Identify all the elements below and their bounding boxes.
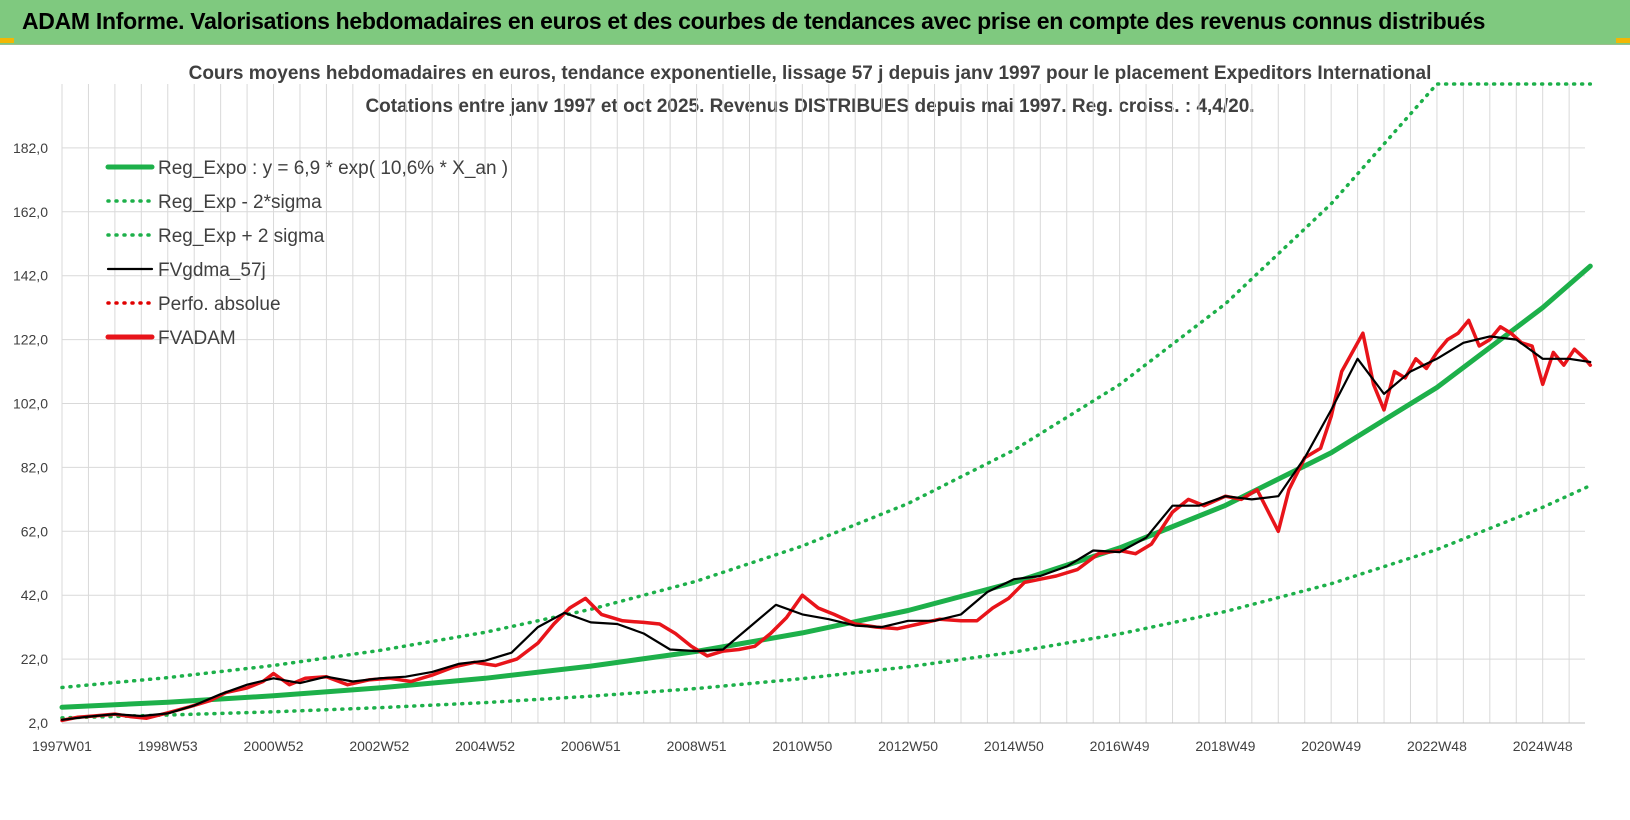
legend-label: FVgdma_57j	[158, 260, 266, 281]
x-tick-label: 1997W01	[32, 738, 92, 754]
chart-grid	[61, 84, 1585, 724]
series-line-reg-exp-2-sigma	[60, 82, 1593, 690]
x-tick-label: 2024W48	[1513, 738, 1573, 754]
legend-label: Reg_Exp + 2 sigma	[158, 226, 325, 247]
series-line-reg-expo-y-6-9-exp-10-6-x-an	[59, 263, 1593, 710]
legend-label: Reg_Exp - 2*sigma	[158, 192, 322, 213]
chart-area: Cours moyens hebdomadaires en euros, ten…	[0, 44, 1630, 815]
legend: Reg_Expo : y = 6,9 * exp( 10,6% * X_an )…	[105, 158, 508, 349]
corner-accent-right	[1616, 38, 1630, 43]
x-tick-label: 2010W50	[772, 738, 832, 754]
x-tick-label: 2018W49	[1195, 738, 1255, 754]
y-tick-label: 22,0	[21, 651, 48, 667]
series-line-reg-exp-2-sigma	[60, 483, 1593, 720]
x-tick-label: 2022W48	[1407, 738, 1467, 754]
series-line-fvadam	[60, 318, 1593, 723]
chart-title: Cours moyens hebdomadaires en euros, ten…	[189, 63, 1432, 84]
legend-label: Reg_Expo : y = 6,9 * exp( 10,6% * X_an )	[158, 158, 508, 179]
x-tick-label: 1998W53	[138, 738, 198, 754]
y-tick-label: 102,0	[13, 396, 48, 412]
y-tick-label: 42,0	[21, 587, 48, 603]
chart-subtitle: Cotations entre janv 1997 et oct 2025. R…	[365, 96, 1254, 117]
y-tick-label: 82,0	[21, 459, 48, 475]
x-axis: 1997W01 1998W53 2000W52 2002W52 2004W52 2006W…	[32, 722, 1585, 754]
x-tick-label: 2000W52	[244, 738, 304, 754]
x-tick-label: 2004W52	[455, 738, 515, 754]
x-tick-label: 2014W50	[984, 738, 1044, 754]
y-axis: 2,0 22,0 42,0 62,0 82,0 102,0 122,0 142,0 162,0 1…	[13, 140, 48, 731]
y-tick-label: 62,0	[21, 523, 48, 539]
legend-label: FVADAM	[158, 328, 236, 349]
y-tick-label: 162,0	[13, 204, 48, 220]
y-tick-label: 182,0	[13, 140, 48, 156]
x-tick-label: 2016W49	[1090, 738, 1150, 754]
x-tick-label: 2002W52	[349, 738, 409, 754]
x-tick-label: 2012W50	[878, 738, 938, 754]
y-tick-label: 2,0	[29, 715, 49, 731]
y-tick-label: 122,0	[13, 332, 48, 348]
chart-svg: Cours moyens hebdomadaires en euros, ten…	[13, 63, 1593, 754]
legend-label: Perfo. absolue	[158, 294, 281, 315]
y-tick-label: 142,0	[13, 268, 48, 284]
report-title: ADAM Informe. Valorisations hebdomadaire…	[22, 8, 1486, 34]
x-tick-label: 2020W49	[1301, 738, 1361, 754]
series-layer	[59, 82, 1593, 723]
corner-accent-left	[0, 38, 14, 43]
x-tick-label: 2006W51	[561, 738, 621, 754]
x-tick-label: 2008W51	[667, 738, 727, 754]
series-line-fvgdma-57j	[60, 335, 1592, 721]
report-header: ADAM Informe. Valorisations hebdomadaire…	[0, 0, 1630, 45]
